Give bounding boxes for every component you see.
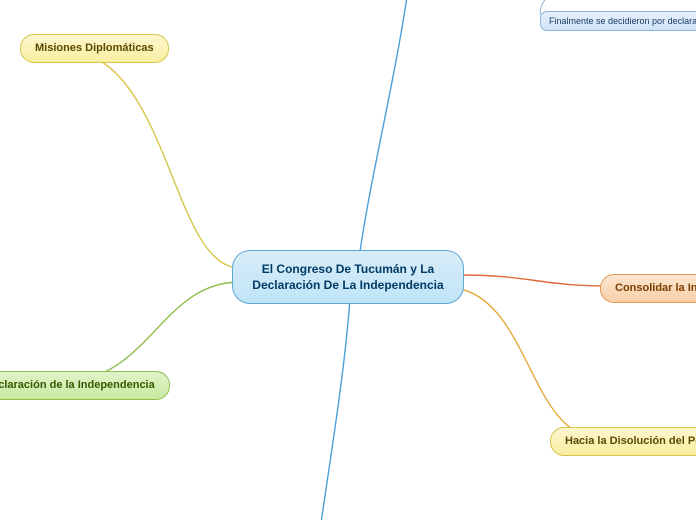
node-disolucion[interactable]: Hacia la Disolución del Poder C xyxy=(550,427,696,456)
branch-curve-top xyxy=(360,0,408,252)
branch-curve-declaracion xyxy=(60,282,240,382)
node-detail-finalmente[interactable]: Finalmente se decidieron por declarar la… xyxy=(540,11,696,31)
branch-curve-disolucion xyxy=(456,288,600,438)
branch-curve-bottom xyxy=(320,298,350,520)
branch-curve-consolidar xyxy=(460,275,610,286)
branch-curve-misiones xyxy=(62,50,240,268)
node-misiones[interactable]: Misiones Diplomáticas xyxy=(20,34,169,63)
node-consolidar[interactable]: Consolidar la Indepe xyxy=(600,274,696,303)
center-node[interactable]: El Congreso De Tucumán y La Declaración … xyxy=(232,250,464,304)
node-declaracion[interactable]: a Declaración de la Independencia xyxy=(0,371,170,400)
